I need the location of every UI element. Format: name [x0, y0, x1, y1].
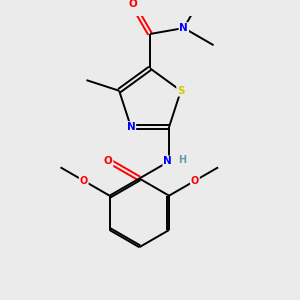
Text: O: O	[191, 176, 199, 186]
Text: O: O	[80, 176, 88, 186]
Text: N: N	[179, 23, 188, 33]
Text: N: N	[163, 156, 172, 166]
Text: O: O	[104, 156, 112, 166]
Text: N: N	[127, 122, 135, 132]
Text: S: S	[177, 86, 184, 96]
Text: H: H	[178, 155, 186, 165]
Text: O: O	[128, 0, 137, 9]
